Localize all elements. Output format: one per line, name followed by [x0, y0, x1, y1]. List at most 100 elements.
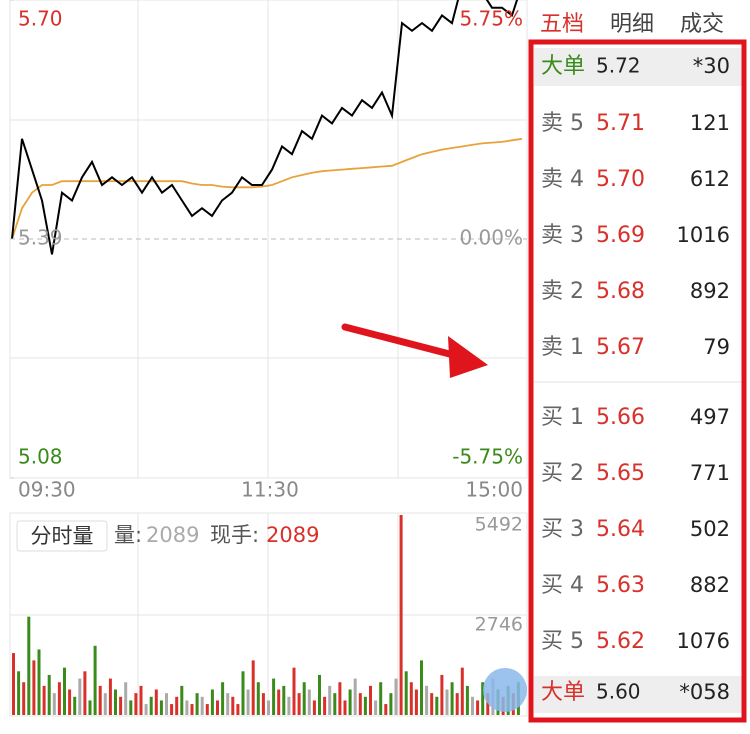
volume-bar — [246, 689, 250, 715]
book-label: 买 2 — [541, 461, 584, 486]
volume-bar — [394, 678, 398, 715]
volume-bar — [486, 693, 490, 715]
volume-bar — [353, 678, 357, 715]
book-price: 5.63 — [596, 573, 645, 598]
volume-bar — [465, 685, 469, 715]
pct-tick-label: 0.00% — [459, 226, 523, 250]
volume-bar — [302, 682, 306, 715]
book-volume: *30 — [693, 54, 730, 78]
book-label: 买 4 — [541, 573, 584, 598]
pct-tick-label: -5.75% — [452, 445, 523, 469]
volume-bar — [129, 700, 133, 715]
book-label: 卖 4 — [541, 167, 584, 192]
book-volume: 497 — [690, 405, 730, 429]
volume-bar — [256, 682, 260, 715]
volume-bar — [445, 689, 449, 715]
avg-line — [11, 137, 523, 240]
volume-bar — [251, 660, 255, 715]
volume-bar — [175, 696, 179, 715]
volume-bar — [124, 682, 128, 715]
volume-bar — [312, 700, 316, 715]
volume-bar — [384, 704, 388, 715]
volume-bar — [221, 682, 225, 715]
volume-bar — [68, 689, 72, 715]
volume-bar — [78, 678, 82, 715]
volume-bar — [216, 700, 219, 715]
volume-bar — [12, 653, 15, 715]
book-label: 买 1 — [541, 405, 584, 430]
volume-bar — [231, 696, 235, 715]
book-volume: 612 — [690, 167, 730, 191]
tab-active[interactable]: 五档 — [540, 12, 584, 37]
volume-bar — [205, 704, 209, 715]
book-price: 5.70 — [596, 167, 645, 192]
volume-bar — [149, 696, 153, 715]
book-price: 5.69 — [596, 223, 645, 248]
y-tick-label: 2746 — [475, 614, 523, 636]
book-label: 卖 1 — [541, 335, 584, 360]
y-tick-label: 5.08 — [18, 445, 63, 469]
volume-bar — [17, 671, 21, 715]
book-label: 大单 — [541, 680, 585, 705]
volume-bar — [318, 674, 321, 715]
tab[interactable]: 成交 — [680, 12, 724, 37]
volume-bar — [272, 678, 276, 715]
book-label: 大单 — [541, 54, 585, 79]
volume-bar — [63, 667, 66, 715]
volume-bar — [119, 696, 123, 715]
pct-tick-label: 5.75% — [459, 7, 523, 31]
book-price: 5.72 — [596, 54, 641, 78]
volume-bar — [154, 689, 158, 715]
volume-bar — [374, 700, 378, 715]
book-price: 5.67 — [596, 335, 645, 360]
volume-bar — [37, 649, 41, 715]
book-volume: 1076 — [677, 629, 730, 653]
y-tick-label: 5.39 — [18, 226, 63, 250]
expand-button[interactable] — [483, 668, 527, 712]
book-price: 5.68 — [596, 279, 645, 304]
volume-bar — [292, 667, 296, 715]
tab[interactable]: 明细 — [610, 12, 654, 37]
arrow — [341, 323, 488, 378]
volume-bar — [267, 700, 270, 715]
volume-title: 分时量 — [31, 524, 94, 548]
volume-bar — [348, 689, 352, 715]
vol-value: 2089 — [146, 523, 199, 547]
volume-bar — [42, 685, 46, 715]
volume-bar — [358, 693, 362, 715]
volume-bar — [430, 693, 434, 715]
volume-bar — [93, 645, 97, 715]
book-volume: 121 — [690, 111, 730, 135]
volume-bar — [195, 693, 199, 715]
volume-bar — [404, 671, 408, 715]
book-price: 5.66 — [596, 405, 645, 430]
book-label: 卖 5 — [541, 111, 584, 136]
book-label: 卖 2 — [541, 279, 584, 304]
volume-bar — [363, 696, 367, 715]
book-volume: 502 — [690, 517, 730, 541]
book-label: 卖 3 — [541, 223, 584, 248]
book-price: 5.71 — [596, 111, 645, 136]
volume-bar — [210, 689, 214, 715]
volume-bar — [471, 696, 474, 715]
row-bg — [534, 48, 742, 86]
v-grid — [10, 0, 527, 716]
book-volume: 771 — [690, 461, 730, 485]
book-volume: *058 — [679, 680, 730, 704]
volume-bar — [450, 682, 454, 715]
volume-bar — [52, 693, 56, 715]
x-tick-label: 15:00 — [465, 478, 523, 502]
volume-bar — [159, 700, 163, 715]
volume-bar — [190, 704, 194, 715]
price-line — [11, 0, 519, 255]
volume-bar — [165, 693, 168, 715]
book-label: 买 3 — [541, 517, 584, 542]
volume-bar — [134, 693, 138, 715]
volume-bar — [261, 693, 265, 715]
x-tick-label: 11:30 — [241, 478, 299, 502]
volume-bar — [328, 685, 332, 715]
volume-bar — [399, 515, 403, 715]
volume-tag-box — [16, 520, 108, 552]
